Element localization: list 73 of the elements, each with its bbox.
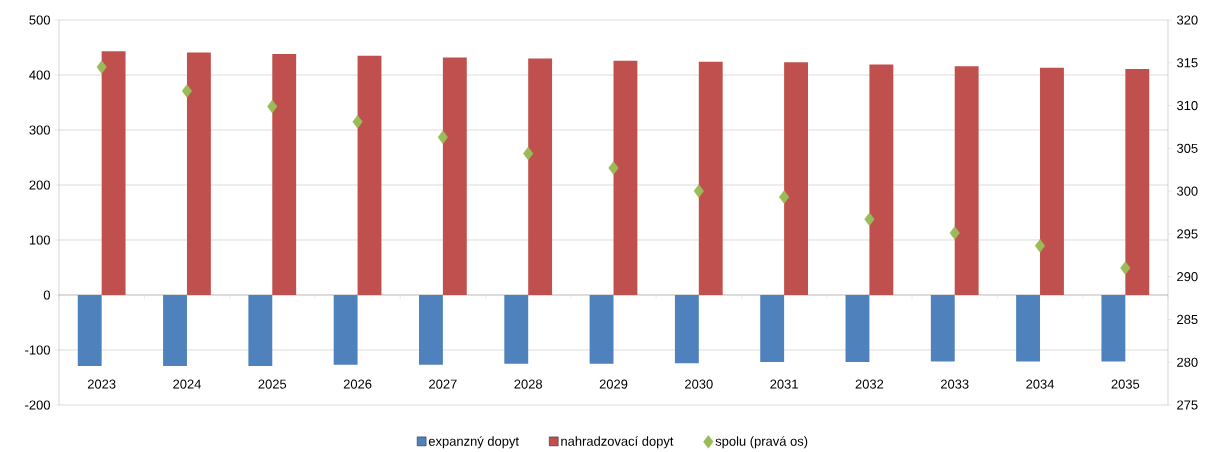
point <box>181 84 193 98</box>
y-tick-label: 400 <box>29 70 50 80</box>
x-tick-label: 2025 <box>258 379 287 389</box>
y-tick-label: 0 <box>43 290 50 300</box>
point <box>1120 261 1131 276</box>
point <box>1034 239 1046 253</box>
bar <box>1101 295 1126 362</box>
bar <box>674 295 699 364</box>
y2-tick-label: 320 <box>1177 15 1198 25</box>
bar <box>869 64 894 296</box>
point <box>523 146 534 161</box>
x-tick-label: 2028 <box>514 379 543 389</box>
x-tick-label: 2031 <box>770 379 798 389</box>
y-tick-label: -100 <box>25 345 50 355</box>
x-tick-label: 2032 <box>855 379 884 389</box>
bar <box>504 295 529 364</box>
bar <box>613 60 638 296</box>
point <box>608 161 619 175</box>
y2-tick-label: 280 <box>1177 357 1198 367</box>
bar <box>698 62 723 296</box>
y2-tick-label: 310 <box>1177 101 1198 111</box>
bar <box>357 55 382 296</box>
x-tick-label: 2027 <box>429 379 457 389</box>
y2-tick-label: 305 <box>1177 143 1198 154</box>
y-tick-label: 100 <box>29 235 50 245</box>
point <box>96 60 107 74</box>
point <box>864 212 875 227</box>
bar <box>1016 295 1041 362</box>
legend-label: expanzný dopyt <box>428 436 519 449</box>
bar <box>1125 69 1150 296</box>
bar <box>784 62 808 296</box>
bar <box>419 295 443 366</box>
bar <box>760 295 785 363</box>
y2-tick-label: 300 <box>1177 186 1198 196</box>
bar <box>333 295 358 366</box>
bar <box>272 54 297 296</box>
x-tick-label: 2024 <box>173 379 201 389</box>
x-tick-label: 2029 <box>599 379 628 389</box>
y-tick-label: 200 <box>29 180 50 190</box>
bar <box>163 295 187 367</box>
legend-label: nahradzovací dopyt <box>561 436 674 449</box>
x-tick-label: 2023 <box>87 379 116 389</box>
y-tick-label: 300 <box>29 125 50 135</box>
bar <box>845 295 870 363</box>
y2-tick-label: 290 <box>1177 272 1198 282</box>
bar <box>101 51 126 296</box>
bar <box>248 295 273 367</box>
y2-tick-label: 295 <box>1177 229 1198 239</box>
point <box>437 130 448 145</box>
x-tick-label: 2030 <box>685 379 713 389</box>
legend-label: spolu (pravá os) <box>715 436 808 449</box>
x-tick-label: 2033 <box>940 379 969 389</box>
y2-tick-label: 315 <box>1177 58 1198 68</box>
x-tick-label: 2026 <box>343 379 372 389</box>
point <box>693 184 704 199</box>
bar <box>954 66 979 296</box>
y-tick-label: 500 <box>29 15 50 25</box>
bar <box>1040 68 1064 296</box>
bar <box>930 295 955 362</box>
y-tick-label: -200 <box>25 400 50 410</box>
point <box>267 99 278 114</box>
bar <box>589 295 614 364</box>
bar <box>442 57 467 296</box>
bar <box>186 52 211 296</box>
y2-tick-label: 285 <box>1177 315 1198 325</box>
y2-tick-label: 275 <box>1177 400 1198 410</box>
point <box>949 226 960 240</box>
x-tick-label: 2034 <box>1026 379 1055 389</box>
bar <box>77 295 102 367</box>
point <box>779 190 790 204</box>
x-tick-label: 2035 <box>1111 379 1140 389</box>
point <box>352 115 363 129</box>
bar <box>528 58 553 296</box>
